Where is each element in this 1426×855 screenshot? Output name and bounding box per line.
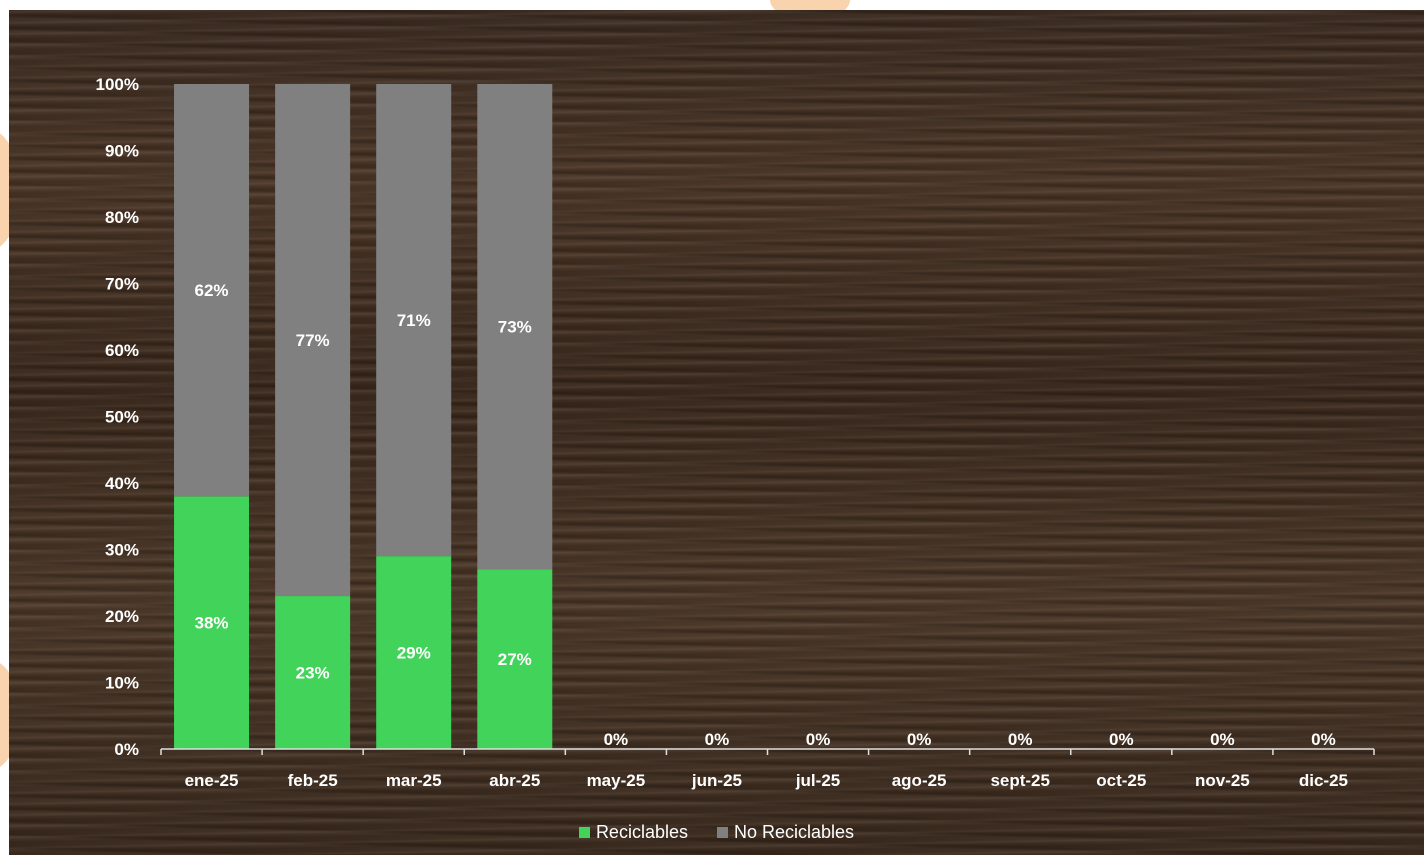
data-label: 62% [195,281,229,300]
x-tick-label: ene-25 [185,771,239,790]
bar-no-reciclables[interactable] [477,84,553,570]
bar-no-reciclables[interactable] [174,84,250,497]
y-tick-label: 60% [105,341,139,360]
data-label: 0% [1109,730,1134,749]
legend-label-no-reciclables: No Reciclables [734,822,855,842]
data-label: 71% [397,311,431,330]
x-axis: ene-25 feb-25 mar-25 abr-25 may-25 jun-25 jul-… [160,748,1375,790]
data-label: 0% [604,730,629,749]
bar-no-reciclables[interactable] [376,84,452,557]
x-tick-label: nov-25 [1195,771,1250,790]
y-tick-label: 0% [114,740,139,759]
legend: Reciclables No Reciclables [9,822,1424,843]
legend-swatch-no-reciclables [717,827,728,838]
y-tick-label: 50% [105,408,139,427]
data-label: 27% [498,650,532,669]
data-label: 0% [1311,730,1336,749]
x-tick-label: abr-25 [489,771,540,790]
data-label: 23% [296,664,330,683]
data-label: 38% [195,614,229,633]
data-label: 0% [1008,730,1033,749]
y-tick-label: 70% [105,275,139,294]
bar-reciclables[interactable] [477,569,553,749]
data-label: 77% [296,331,330,350]
legend-item-reciclables[interactable]: Reciclables [578,822,688,843]
legend-swatch-reciclables [578,827,590,838]
bar-reciclables[interactable] [174,496,250,749]
y-tick-label: 80% [105,208,139,227]
y-tick-label: 40% [105,474,139,493]
y-tick-label: 90% [105,142,139,161]
y-tick-label: 30% [105,541,139,560]
x-tick-label: oct-25 [1096,771,1146,790]
y-tick-label: 100% [96,75,139,94]
x-tick-label: sept-25 [990,771,1050,790]
bar-reciclables[interactable] [275,596,351,749]
data-label: 29% [397,644,431,663]
data-label: 0% [1210,730,1235,749]
bar-reciclables[interactable] [376,556,452,749]
bar-no-reciclables[interactable] [275,84,351,597]
data-label: 0% [806,730,831,749]
legend-label-reciclables: Reciclables [595,822,688,842]
x-tick-label: ago-25 [892,771,947,790]
y-axis: 0% 10% 20% 30% 40% 50% 60% 70% 80% 90% 100% [96,75,139,759]
y-tick-label: 20% [105,607,139,626]
x-tick-label: may-25 [587,771,646,790]
data-label: 73% [498,318,532,337]
bar-group: 38% 62% 23% 77% 29% 71% 27% 73% 0% 0% 0% 0% 0% 0% 0% 0% [174,84,1336,749]
data-label: 0% [907,730,932,749]
y-tick-label: 10% [105,674,139,693]
x-tick-label: feb-25 [288,771,338,790]
stacked-bar-chart: 0% 10% 20% 30% 40% 50% 60% 70% 80% 90% 100% 38% 62%… [96,75,1375,790]
x-tick-label: dic-25 [1299,771,1348,790]
x-tick-label: mar-25 [386,771,442,790]
x-tick-label: jun-25 [691,771,742,790]
legend-item-no-reciclables[interactable]: No Reciclables [717,822,854,843]
data-label: 0% [705,730,730,749]
x-tick-label: jul-25 [795,771,840,790]
chart-panel: 0% 10% 20% 30% 40% 50% 60% 70% 80% 90% 100% 38% 62%… [9,10,1424,855]
